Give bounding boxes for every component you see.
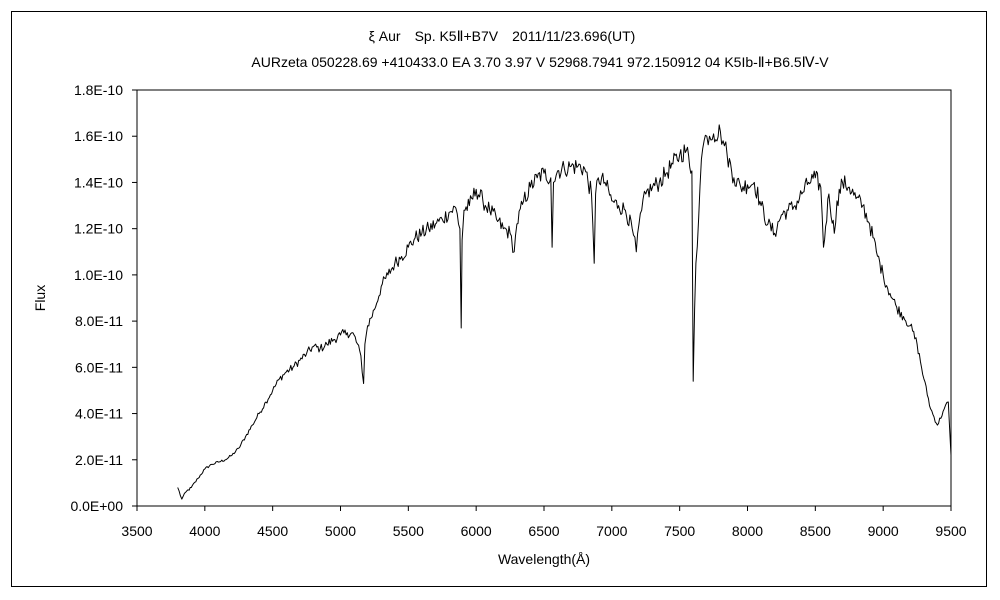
x-tick-label: 7000 [596,523,627,539]
x-tick-label: 5500 [393,523,424,539]
x-tick-label: 8000 [732,523,763,539]
y-tick-label: 4.0E-11 [75,406,123,422]
chart-title: ξ Aur Sp. K5Ⅱ+B7V 2011/11/23.696(UT) [369,28,636,44]
x-tick-label: 9500 [935,523,966,539]
y-tick-label: 1.0E-10 [74,267,123,283]
y-axis-label: Flux [32,285,48,311]
plot-area [136,89,952,507]
x-tick-label: 7500 [664,523,695,539]
chart-subtitle: AURzeta 050228.69 +410433.0 EA 3.70 3.97… [251,54,829,70]
x-axis: 3500 4000 4500 5000 5500 6000 6500 7000 7500 8000… [121,506,967,539]
y-tick-label: 6.0E-11 [75,359,123,375]
x-axis-label: Wavelength(Å) [498,551,590,567]
y-tick-label: 1.2E-10 [74,221,123,237]
x-tick-label: 5000 [325,523,356,539]
y-axis: 0.0E+00 2.0E-11 4.0E-11 6.0E-11 8.0E-11 1.0E-… [70,82,137,514]
y-tick-label: 2.0E-11 [75,452,123,468]
x-tick-label: 3500 [121,523,152,539]
y-tick-label: 1.6E-10 [74,128,123,144]
x-tick-label: 9000 [868,523,899,539]
y-tick-label: 0.0E+00 [70,498,123,514]
x-tick-label: 4000 [189,523,220,539]
x-tick-label: 4500 [257,523,288,539]
y-tick-label: 1.8E-10 [74,82,123,98]
x-tick-label: 8500 [800,523,831,539]
x-tick-label: 6500 [528,523,559,539]
y-tick-label: 8.0E-11 [75,313,123,329]
x-tick-label: 6000 [461,523,492,539]
y-tick-label: 1.4E-10 [74,174,123,190]
spectrum-line [177,124,952,500]
chart-frame [11,11,987,587]
